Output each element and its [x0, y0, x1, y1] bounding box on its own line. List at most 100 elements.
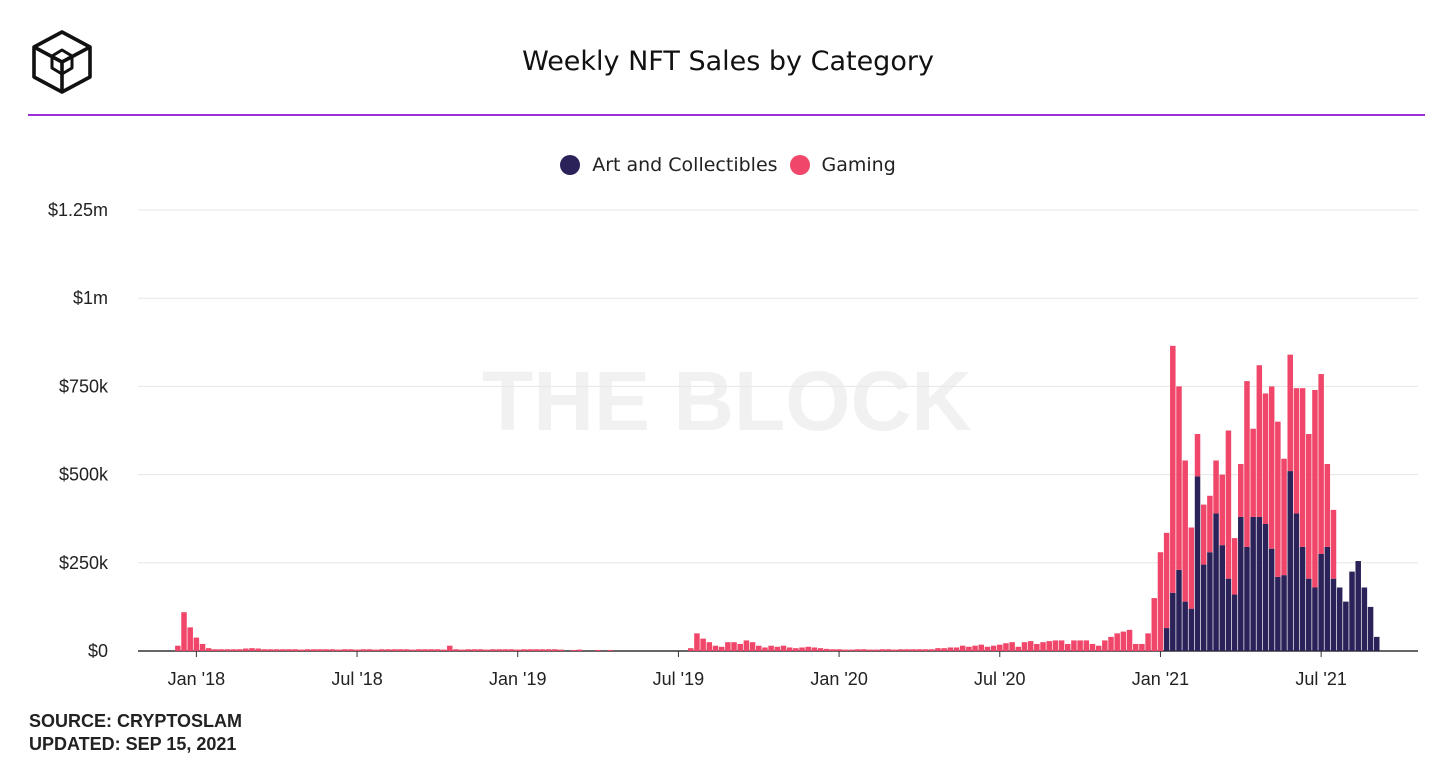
bar-gaming[interactable] — [1163, 532, 1170, 629]
bar-art-and-collectibles[interactable] — [1231, 594, 1238, 651]
bar-gaming[interactable] — [422, 649, 428, 651]
bar-gaming[interactable] — [1003, 643, 1009, 651]
bar-gaming[interactable] — [409, 649, 416, 651]
bar-gaming[interactable] — [335, 649, 342, 651]
bar-gaming[interactable] — [187, 627, 193, 651]
bar-art-and-collectibles[interactable] — [1299, 546, 1306, 651]
bar-gaming[interactable] — [1182, 460, 1188, 602]
bar-art-and-collectibles[interactable] — [1349, 571, 1355, 651]
bar-gaming[interactable] — [323, 649, 329, 651]
bar-gaming[interactable] — [1275, 421, 1281, 577]
bar-gaming[interactable] — [539, 649, 546, 651]
bar-gaming[interactable] — [403, 649, 410, 651]
bar-gaming[interactable] — [465, 649, 472, 651]
bar-gaming[interactable] — [1021, 642, 1028, 651]
bar-art-and-collectibles[interactable] — [1336, 587, 1343, 651]
bar-gaming[interactable] — [218, 649, 224, 651]
bar-art-and-collectibles[interactable] — [1330, 578, 1337, 651]
bar-gaming[interactable] — [786, 647, 793, 651]
bar-gaming[interactable] — [774, 646, 781, 651]
bar-gaming[interactable] — [891, 649, 898, 651]
bar-gaming[interactable] — [1207, 495, 1213, 553]
bar-gaming[interactable] — [527, 649, 533, 651]
bar-gaming[interactable] — [861, 649, 867, 651]
bar-gaming[interactable] — [1200, 504, 1207, 565]
bar-gaming[interactable] — [997, 644, 1003, 651]
bar-gaming[interactable] — [1188, 527, 1195, 609]
bar-art-and-collectibles[interactable] — [1176, 569, 1182, 651]
bar-gaming[interactable] — [1262, 393, 1269, 524]
bar-art-and-collectibles[interactable] — [1374, 636, 1380, 651]
bar-gaming[interactable] — [261, 649, 268, 651]
bar-art-and-collectibles[interactable] — [1238, 516, 1244, 651]
bar-gaming[interactable] — [354, 649, 360, 651]
bar-gaming[interactable] — [793, 648, 799, 651]
bar-gaming[interactable] — [1108, 636, 1114, 651]
bar-gaming[interactable] — [280, 649, 286, 651]
bar-gaming[interactable] — [558, 649, 564, 651]
bar-gaming[interactable] — [1194, 434, 1201, 477]
bar-gaming[interactable] — [966, 646, 972, 651]
bar-gaming[interactable] — [1238, 464, 1244, 517]
bar-gaming[interactable] — [1040, 642, 1046, 651]
bar-gaming[interactable] — [1083, 640, 1090, 651]
bar-art-and-collectibles[interactable] — [1213, 513, 1219, 651]
bar-gaming[interactable] — [978, 644, 984, 651]
bar-gaming[interactable] — [428, 649, 434, 651]
bar-art-and-collectibles[interactable] — [1287, 471, 1293, 651]
bar-gaming[interactable] — [1306, 434, 1312, 579]
bar-art-and-collectibles[interactable] — [1207, 552, 1213, 651]
bar-gaming[interactable] — [236, 649, 243, 651]
bar-gaming[interactable] — [273, 649, 280, 651]
bar-gaming[interactable] — [1095, 645, 1102, 651]
bar-gaming[interactable] — [298, 649, 305, 651]
bar-art-and-collectibles[interactable] — [1361, 587, 1368, 651]
bar-gaming[interactable] — [341, 649, 348, 651]
bar-gaming[interactable] — [898, 649, 904, 651]
bar-gaming[interactable] — [1126, 629, 1133, 651]
bar-art-and-collectibles[interactable] — [1343, 601, 1349, 651]
bar-gaming[interactable] — [1052, 640, 1059, 651]
bar-gaming[interactable] — [453, 649, 459, 651]
bar-art-and-collectibles[interactable] — [1312, 587, 1318, 651]
bar-gaming[interactable] — [490, 649, 496, 651]
bar-gaming[interactable] — [1213, 460, 1219, 514]
bar-gaming[interactable] — [1250, 428, 1256, 517]
bar-art-and-collectibles[interactable] — [1188, 608, 1195, 651]
bar-gaming[interactable] — [533, 649, 540, 651]
bar-gaming[interactable] — [990, 645, 997, 651]
bar-gaming[interactable] — [502, 649, 509, 651]
bar-gaming[interactable] — [1293, 388, 1300, 514]
bar-art-and-collectibles[interactable] — [1200, 564, 1207, 651]
bar-gaming[interactable] — [175, 645, 181, 651]
bar-gaming[interactable] — [570, 649, 577, 651]
bar-gaming[interactable] — [1287, 354, 1293, 472]
bar-gaming[interactable] — [836, 649, 842, 651]
bar-gaming[interactable] — [953, 647, 960, 651]
bar-gaming[interactable] — [910, 649, 917, 651]
bar-gaming[interactable] — [805, 646, 811, 651]
bar-gaming[interactable] — [1324, 464, 1331, 547]
bar-gaming[interactable] — [508, 649, 515, 651]
bar-gaming[interactable] — [249, 648, 255, 651]
bar-gaming[interactable] — [230, 649, 237, 651]
bar-gaming[interactable] — [385, 649, 391, 651]
bar-gaming[interactable] — [348, 649, 354, 651]
bar-art-and-collectibles[interactable] — [1281, 575, 1287, 651]
bar-gaming[interactable] — [1157, 552, 1164, 651]
bar-gaming[interactable] — [366, 649, 373, 651]
bar-gaming[interactable] — [947, 647, 954, 651]
bar-art-and-collectibles[interactable] — [1250, 516, 1256, 651]
bar-gaming[interactable] — [873, 649, 879, 651]
bar-gaming[interactable] — [762, 647, 768, 651]
bar-gaming[interactable] — [743, 640, 750, 651]
bar-gaming[interactable] — [916, 649, 923, 651]
bar-gaming[interactable] — [1034, 643, 1040, 651]
bar-gaming[interactable] — [823, 648, 830, 651]
bar-gaming[interactable] — [694, 633, 700, 651]
bar-art-and-collectibles[interactable] — [1306, 578, 1312, 651]
bar-gaming[interactable] — [243, 648, 249, 651]
bar-gaming[interactable] — [416, 649, 422, 651]
bar-gaming[interactable] — [972, 645, 978, 651]
bar-gaming[interactable] — [521, 649, 527, 651]
